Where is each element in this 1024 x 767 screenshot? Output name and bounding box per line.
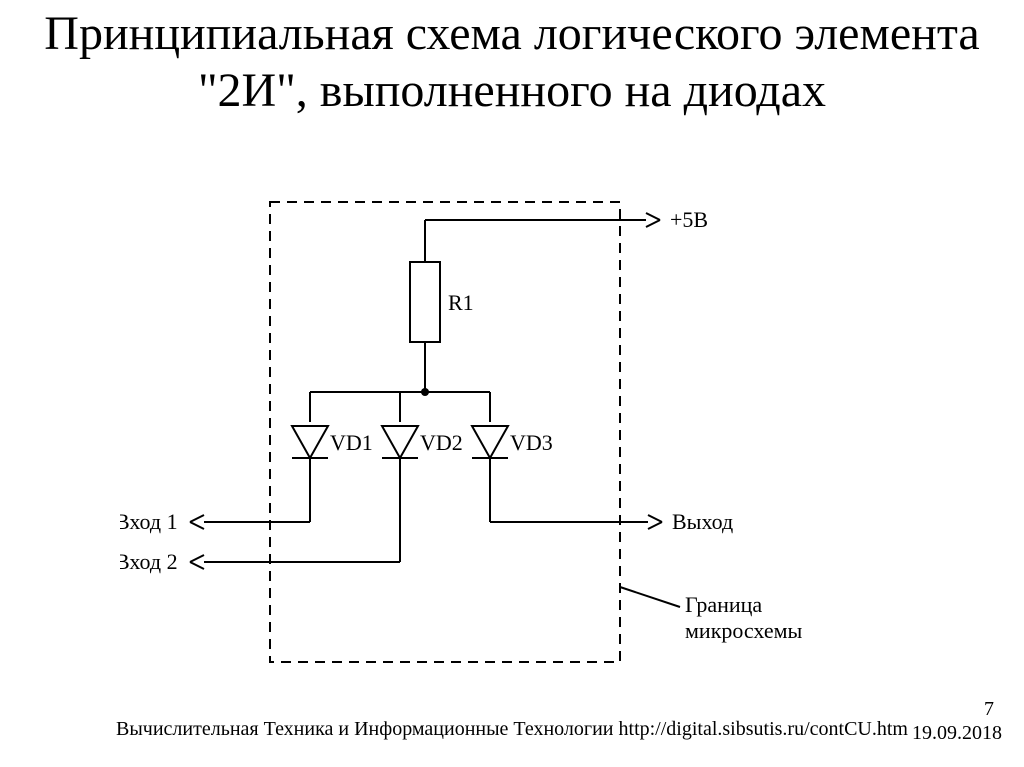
output-label: Выход <box>672 509 733 534</box>
diode-vd1 <box>292 426 328 458</box>
input2-terminal-icon <box>190 555 204 569</box>
vd1-label: VD1 <box>330 430 373 455</box>
page-date: 19.09.2018 <box>912 722 1002 745</box>
junction-node <box>421 388 429 396</box>
leader-line <box>620 587 680 607</box>
supply-label: +5В <box>670 207 708 232</box>
page-title: Принципиальная схема логического элемент… <box>0 6 1024 119</box>
boundary-label-2: микросхемы <box>685 618 803 643</box>
diode-vd3 <box>472 426 508 458</box>
vd2-label: VD2 <box>420 430 463 455</box>
input1-terminal-icon <box>190 515 204 529</box>
resistor-r1 <box>410 262 440 342</box>
vd3-label: VD3 <box>510 430 553 455</box>
input2-label: Вход 2 <box>120 549 178 574</box>
schematic-diagram: +5В R1 VD1 <box>120 192 904 672</box>
diode-vd2 <box>382 426 418 458</box>
boundary-label-1: Граница <box>685 592 762 617</box>
supply-terminal-icon <box>646 213 660 227</box>
footer-citation: Вычислительная Техника и Информационные … <box>0 718 1024 741</box>
input1-label: Вход 1 <box>120 509 178 534</box>
output-terminal-icon <box>648 515 662 529</box>
page-number: 7 <box>984 698 994 721</box>
r1-label: R1 <box>448 290 474 315</box>
